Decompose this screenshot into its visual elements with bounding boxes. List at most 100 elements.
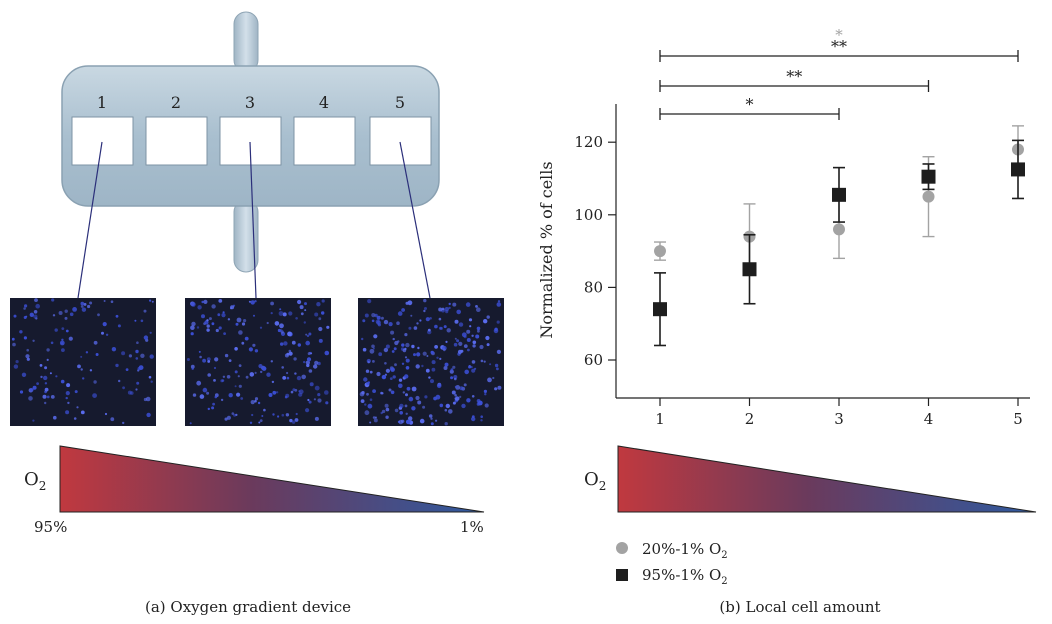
cell-nucleus	[402, 391, 405, 394]
connector-line-well-3	[249, 141, 257, 299]
cell-nucleus	[424, 395, 428, 399]
cell-nucleus	[454, 319, 459, 324]
data-point-square	[921, 169, 936, 184]
cell-nucleus	[254, 399, 257, 403]
cell-nucleus	[369, 348, 375, 354]
cell-nucleus	[218, 326, 222, 330]
cell-nucleus	[294, 372, 297, 375]
cell-nucleus	[224, 417, 228, 421]
cell-nucleus	[233, 413, 237, 417]
cell-nucleus	[66, 383, 71, 388]
cell-nucleus	[220, 398, 224, 402]
cell-nucleus	[321, 299, 325, 303]
cell-nucleus	[206, 357, 211, 361]
cell-nucleus	[44, 401, 47, 405]
cell-nucleus	[280, 329, 283, 332]
cell-nucleus	[35, 303, 40, 309]
cell-nucleus	[186, 358, 190, 361]
cell-nucleus	[417, 346, 420, 350]
cell-nucleus	[238, 364, 242, 367]
cell-nucleus	[444, 422, 448, 426]
cell-nucleus	[423, 309, 426, 313]
significance-stars-extra: *	[835, 26, 843, 44]
cell-nucleus	[282, 376, 287, 380]
cell-nucleus	[117, 324, 121, 328]
cell-nucleus	[448, 409, 453, 414]
micrograph-well-1	[10, 298, 156, 426]
cell-nucleus	[237, 375, 240, 378]
cell-nucleus	[496, 367, 499, 371]
cell-nucleus	[44, 366, 48, 370]
cell-nucleus	[466, 338, 471, 342]
cell-nucleus	[80, 305, 84, 308]
cell-nucleus	[406, 386, 411, 391]
cell-nucleus	[260, 370, 263, 374]
cell-nucleus	[25, 354, 30, 359]
cell-nucleus	[150, 380, 153, 383]
cell-nucleus	[314, 416, 319, 421]
legend-marker-square	[616, 569, 628, 581]
cell-nucleus	[307, 398, 310, 402]
cell-nucleus	[213, 366, 217, 370]
cell-nucleus	[401, 419, 405, 423]
cell-nucleus	[415, 395, 420, 401]
y-axis-label: Normalized % of cells	[537, 161, 556, 338]
cell-nucleus	[292, 388, 296, 392]
cell-nucleus	[199, 394, 205, 399]
cell-nucleus	[364, 403, 367, 406]
cell-nucleus	[238, 330, 243, 335]
cell-nucleus	[207, 373, 211, 377]
cell-nucleus	[69, 312, 74, 317]
cell-nucleus	[405, 358, 410, 363]
cell-nucleus	[496, 302, 502, 307]
cell-nucleus	[480, 415, 484, 419]
cell-nucleus	[211, 304, 216, 309]
cell-nucleus	[248, 300, 251, 303]
cell-nucleus	[401, 362, 405, 365]
cell-nucleus	[34, 298, 38, 302]
gradient-right-label: 1%	[460, 518, 484, 536]
cell-nucleus	[417, 400, 422, 405]
cell-nucleus	[439, 403, 444, 408]
cell-nucleus	[401, 308, 405, 312]
data-point-square	[832, 187, 846, 202]
cell-nucleus	[115, 314, 119, 318]
cell-nucleus	[475, 334, 480, 339]
well-1-chamber	[71, 116, 134, 166]
cell-nucleus	[13, 314, 17, 318]
cell-nucleus	[277, 328, 281, 333]
cell-nucleus	[390, 330, 395, 335]
cell-nucleus	[279, 308, 282, 311]
cell-nucleus	[33, 314, 38, 319]
cell-nucleus	[450, 368, 454, 372]
cell-nucleus	[65, 396, 68, 400]
cell-nucleus	[419, 418, 425, 424]
cell-nucleus	[234, 385, 237, 388]
cell-nucleus	[32, 385, 37, 390]
cell-nucleus	[58, 311, 63, 315]
cell-nucleus	[198, 350, 201, 353]
y-tick-label: 60	[584, 351, 603, 369]
cell-nucleus	[493, 328, 499, 334]
cell-nucleus	[399, 403, 404, 409]
cell-nucleus	[148, 375, 152, 379]
cell-nucleus	[316, 302, 321, 307]
cell-nucleus	[259, 419, 263, 422]
cell-nucleus	[373, 334, 378, 339]
cell-nucleus	[118, 379, 121, 383]
cell-nucleus	[254, 300, 257, 303]
cell-nucleus	[411, 386, 417, 392]
cell-nucleus	[46, 395, 50, 399]
cell-nucleus	[483, 319, 488, 324]
x-tick-label: 4	[924, 410, 934, 428]
cell-nucleus	[385, 415, 389, 419]
cell-nucleus	[241, 341, 245, 345]
cell-nucleus	[433, 396, 437, 401]
cell-nucleus	[305, 340, 311, 346]
cell-nucleus	[206, 324, 210, 328]
cell-nucleus	[227, 318, 231, 321]
cell-nucleus	[298, 390, 301, 393]
cell-nucleus	[453, 375, 458, 379]
cell-nucleus	[365, 369, 370, 373]
